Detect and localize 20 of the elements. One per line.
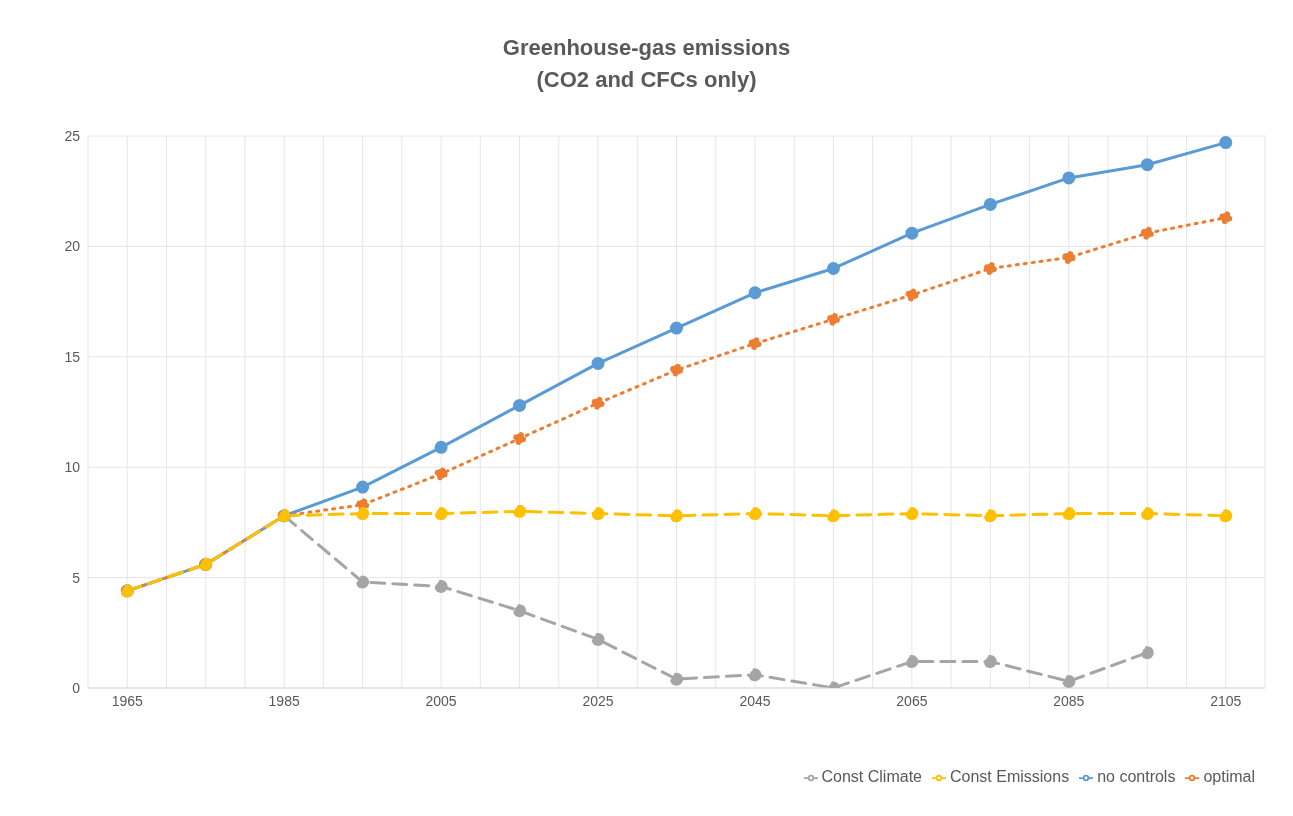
- chart-subtitle: (CO2 and CFCs only): [535, 66, 758, 94]
- x-tick-label: 2065: [896, 692, 928, 709]
- x-tick-label: 2105: [1210, 692, 1242, 709]
- y-tick-label: 20: [64, 238, 81, 255]
- x-tick-label: 1965: [111, 692, 144, 709]
- x-tick-label: 2005: [425, 692, 457, 709]
- legend-label: Const Climate: [821, 768, 922, 785]
- x-tick-label: 2025: [582, 692, 614, 709]
- x-tick-label: 2085: [1053, 692, 1085, 709]
- y-tick-label: 10: [64, 459, 81, 476]
- x-tick-label: 2045: [739, 692, 771, 709]
- y-tick-label: 25: [64, 127, 81, 144]
- y-tick-label: 15: [64, 348, 81, 365]
- legend-label: Const Emissions: [950, 768, 1070, 785]
- y-tick-label: 5: [72, 569, 81, 586]
- y-tick-label: 0: [72, 679, 81, 696]
- chart-title: Greenhouse-gas emissions: [501, 34, 792, 62]
- legend-label: no controls: [1097, 768, 1176, 785]
- legend-label: optimal: [1203, 768, 1255, 785]
- x-tick-label: 1985: [268, 692, 300, 709]
